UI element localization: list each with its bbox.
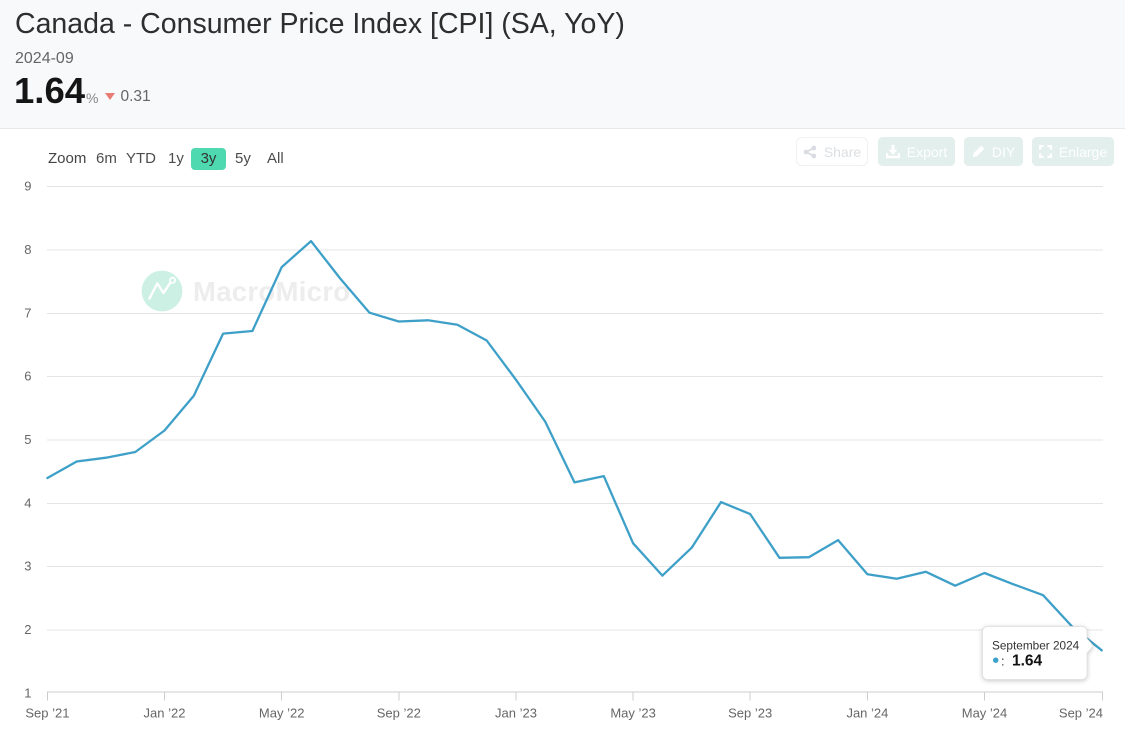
svg-text:5: 5 bbox=[24, 432, 31, 447]
svg-text:8: 8 bbox=[24, 242, 31, 257]
svg-text:7: 7 bbox=[24, 306, 31, 321]
svg-text:Jan ’23: Jan ’23 bbox=[495, 706, 537, 721]
svg-text:1: 1 bbox=[24, 686, 31, 701]
svg-text:Jan ’24: Jan ’24 bbox=[846, 706, 888, 721]
svg-text:Jan ’22: Jan ’22 bbox=[144, 706, 186, 721]
svg-text:May ’22: May ’22 bbox=[259, 706, 305, 721]
svg-text:6: 6 bbox=[24, 369, 31, 384]
svg-text:3: 3 bbox=[24, 559, 31, 574]
svg-text:2: 2 bbox=[24, 622, 31, 637]
svg-text:1.64: 1.64 bbox=[1012, 653, 1043, 670]
svg-text:Sep ’22: Sep ’22 bbox=[377, 706, 421, 721]
svg-text:May ’23: May ’23 bbox=[610, 706, 656, 721]
svg-text:September 2024: September 2024 bbox=[992, 639, 1080, 653]
svg-text:Sep ’21: Sep ’21 bbox=[25, 706, 69, 721]
svg-text:Sep ’24: Sep ’24 bbox=[1059, 706, 1103, 721]
svg-text::: : bbox=[1001, 654, 1005, 669]
svg-text:Sep ’23: Sep ’23 bbox=[728, 706, 772, 721]
svg-text:9: 9 bbox=[24, 179, 31, 194]
svg-text:4: 4 bbox=[24, 496, 31, 511]
svg-text:May ’24: May ’24 bbox=[962, 706, 1008, 721]
